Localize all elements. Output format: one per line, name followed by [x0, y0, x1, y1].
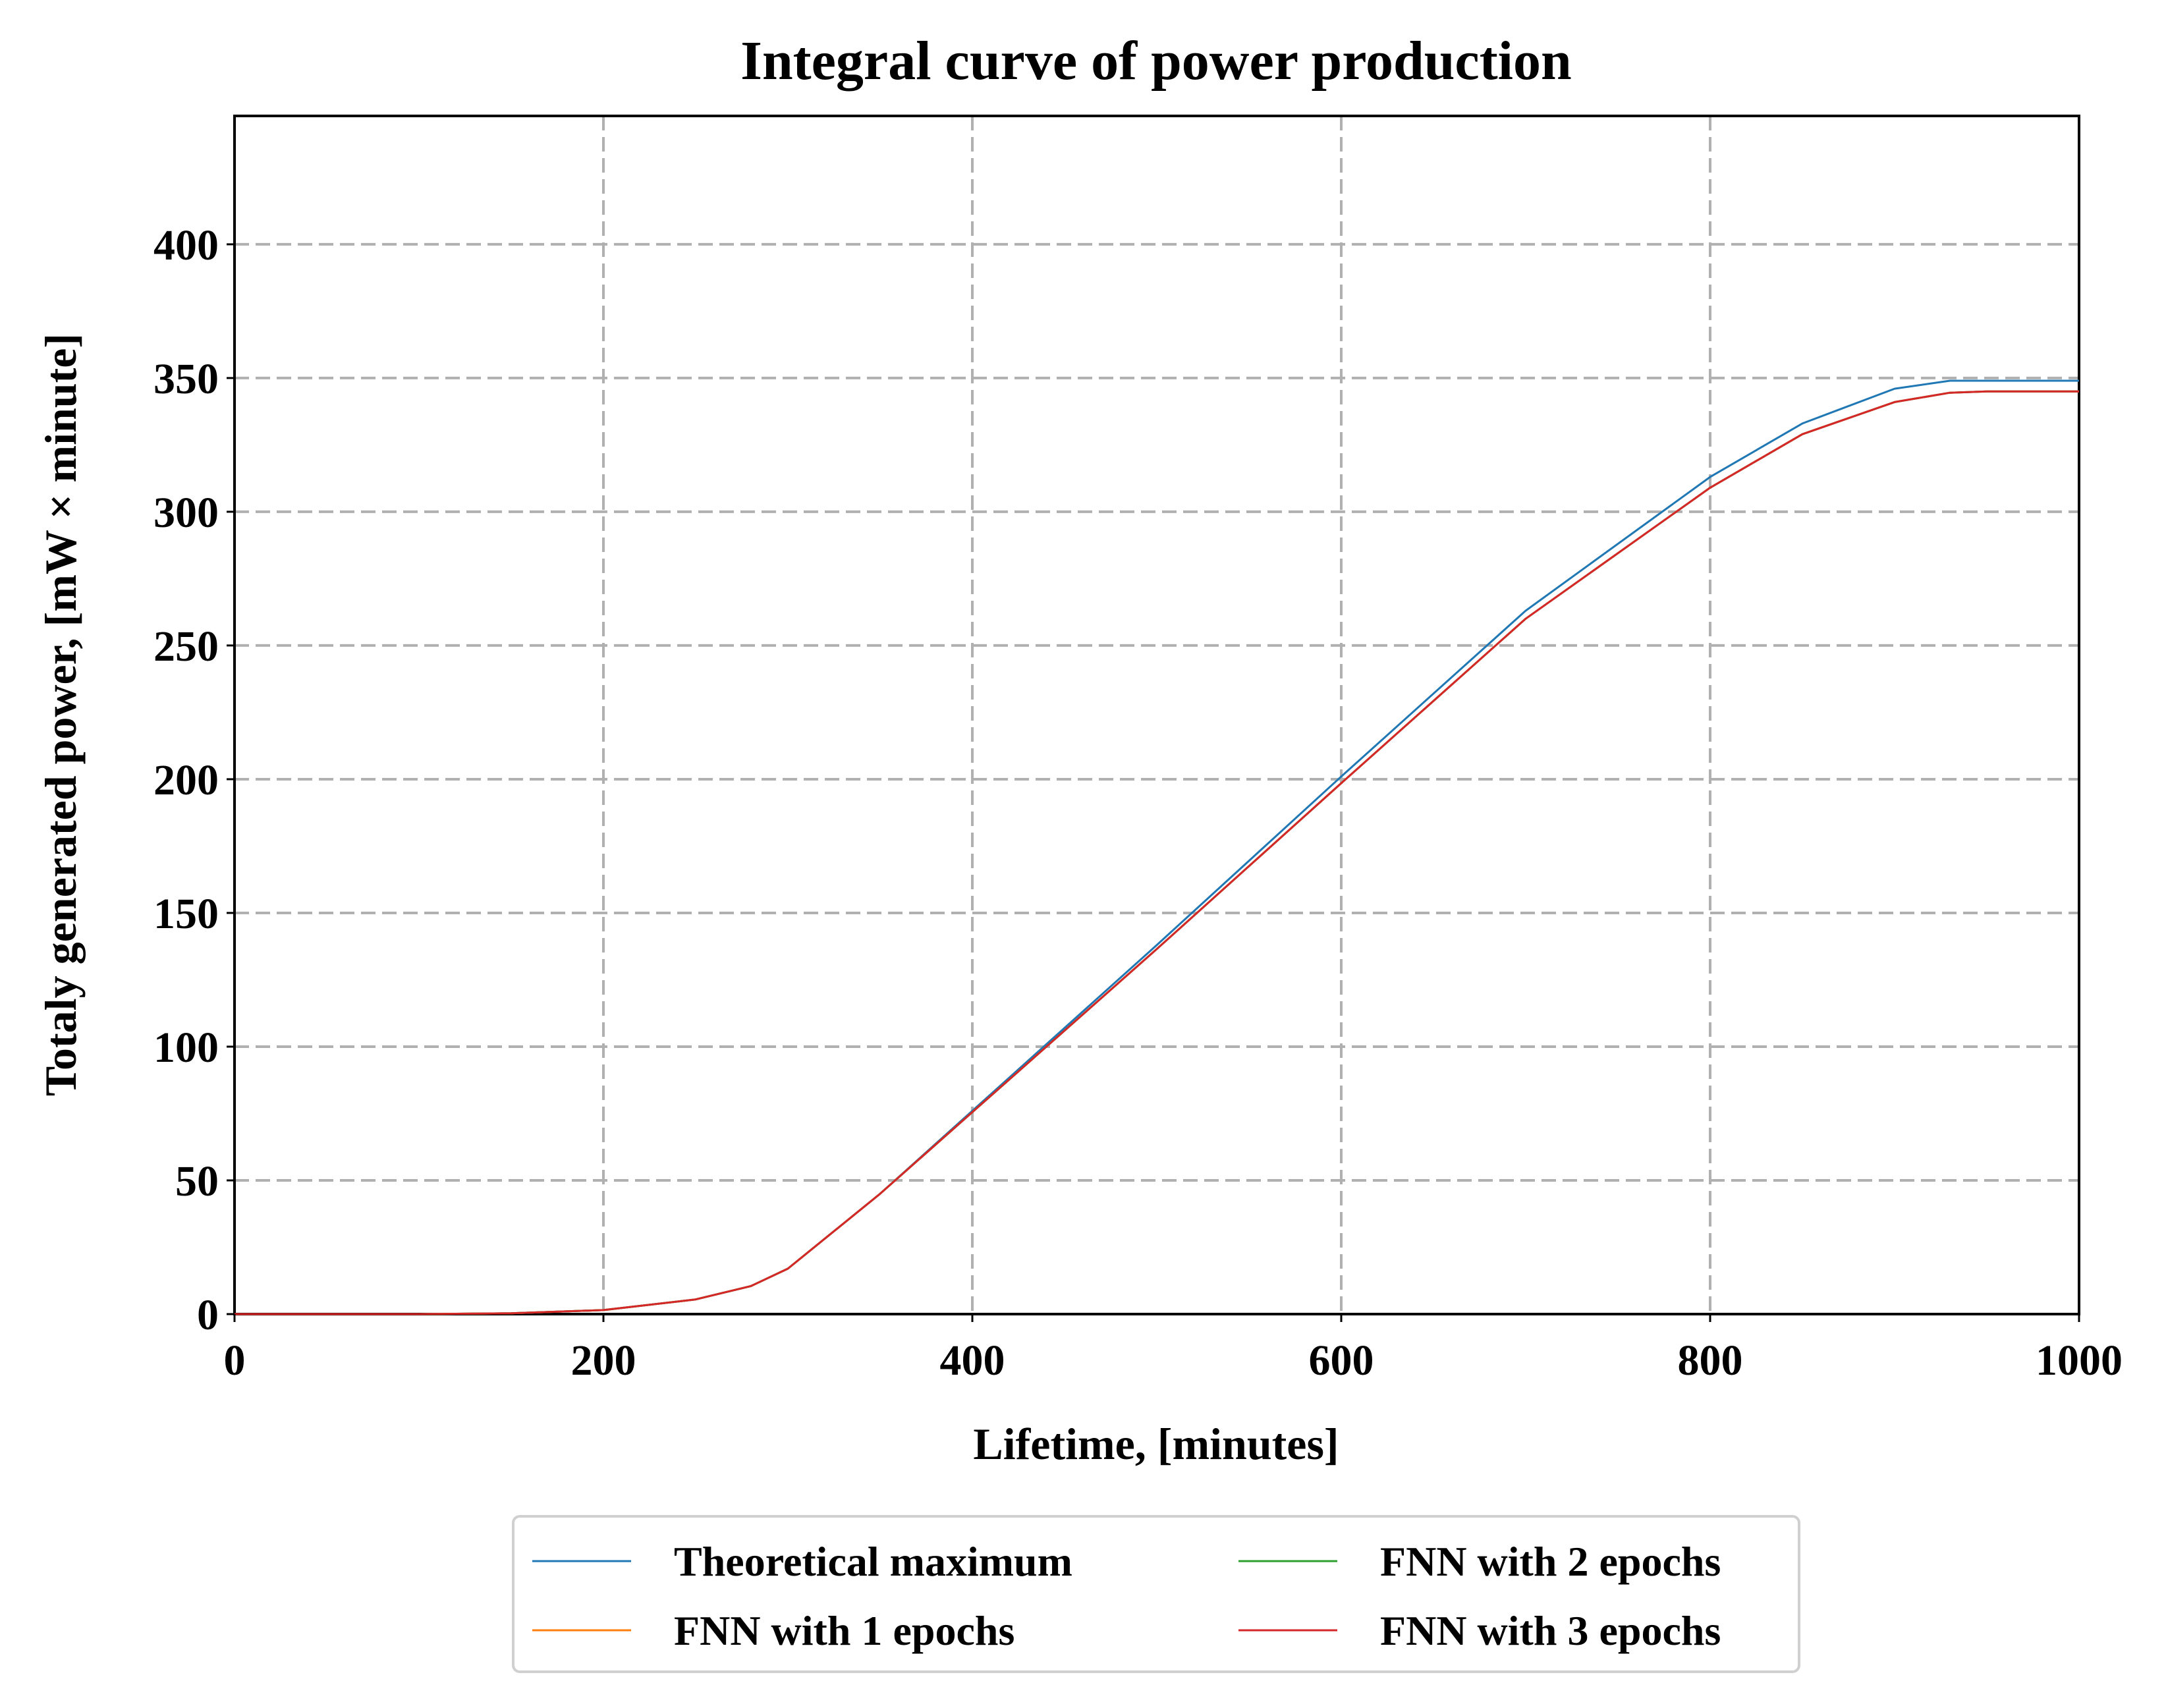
x-tick-label: 1000 [2036, 1336, 2123, 1385]
y-tick-label: 250 [153, 622, 219, 671]
x-axis-label: Lifetime, [minutes] [973, 1419, 1339, 1469]
y-tick-label: 150 [153, 890, 219, 938]
x-tick-label: 400 [940, 1336, 1005, 1385]
y-tick-label: 400 [153, 221, 219, 269]
y-tick-label: 100 [153, 1024, 219, 1072]
series-line-1 [235, 379, 2079, 1315]
series-line-3 [235, 390, 2079, 1315]
legend: Theoretical maximum FNN with 1 epochs FNN … [512, 1515, 1800, 1673]
y-axis-label: Totaly generated power, [mW × minute] [36, 333, 86, 1096]
y-tick-label: 50 [175, 1157, 219, 1205]
chart-title: Integral curve of power production [740, 30, 1571, 92]
series-lines [235, 379, 2079, 1315]
x-tick-label: 0 [224, 1336, 246, 1385]
y-tick-label: 200 [153, 756, 219, 804]
legend-label: Theoretical maximum [674, 1538, 1072, 1585]
legend-label: FNN with 3 epochs [1380, 1607, 1721, 1654]
series-line-4 [235, 390, 2079, 1315]
x-tick-label: 600 [1309, 1336, 1374, 1385]
legend-label: FNN with 1 epochs [674, 1607, 1014, 1654]
y-tick-label: 350 [153, 355, 219, 403]
plot-frame [233, 115, 2080, 1315]
y-tick-label: 0 [197, 1291, 219, 1339]
x-tick-label: 800 [1678, 1336, 1743, 1385]
y-tick-label: 300 [153, 489, 219, 537]
x-ticks: 0 200 400 600 800 1000 [224, 1314, 2123, 1385]
legend-label: FNN with 2 epochs [1380, 1538, 1721, 1585]
y-ticks: 0 50 100 150 200 250 300 350 400 [153, 221, 235, 1339]
x-tick-label: 200 [571, 1336, 636, 1385]
legend-box [512, 1515, 1800, 1673]
series-line-2 [235, 390, 2079, 1315]
grid [235, 116, 2079, 1314]
